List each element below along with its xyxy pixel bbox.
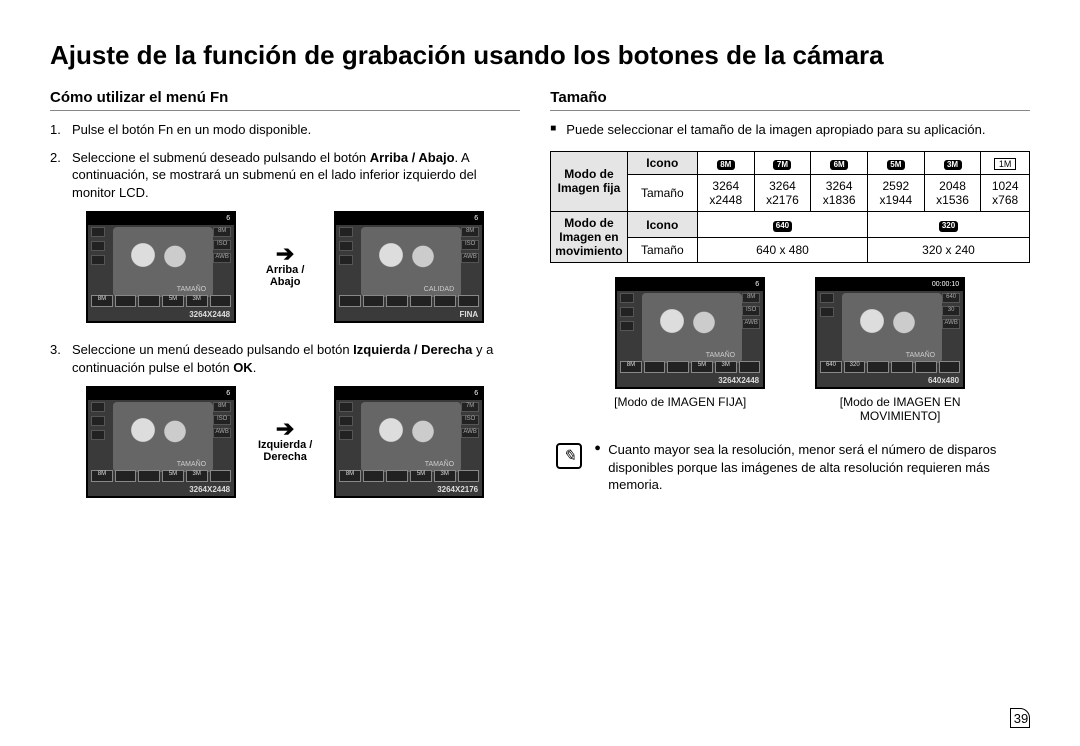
t1-icon-5: 1M [981,151,1030,175]
lcd-screen-c: 6 8MISOAWB TAMAÑO 8M5M3M 3264X2448 [86,386,236,498]
screens-row-1: 6 8MISOAWB TAMAÑO 8M5M3M 3264X2448 ➔ Arr… [50,211,520,323]
arrow2-l2: Derecha [263,451,306,463]
lcd-d-top: 6 [336,388,482,400]
page-number: 39 [1010,708,1030,728]
lcd-a-labeltop: TAMAÑO [177,286,206,293]
step-3-before: Seleccione un menú deseado pulsando el b… [72,342,353,357]
lcd-f-labeltop: TAMAÑO [906,352,935,359]
t1-size-label: Tamaño [627,175,697,212]
arrow1-l2: Abajo [270,276,301,288]
t2-icon-1: 320 [868,212,1030,238]
step-1: 1. Pulse el botón Fn en un modo disponib… [50,121,520,139]
step-3-bold2: OK [233,360,253,375]
t2-icon-label: Icono [627,212,697,238]
t1-s2: 3264x1836 [811,175,868,212]
t1-s5: 1024x768 [981,175,1030,212]
right-column: Tamaño Puede seleccionar el tamaño de la… [550,89,1030,516]
t1-icon-2: 6M [811,151,868,175]
step-2-bold: Arriba / Abajo [370,150,455,165]
step-1-text: Pulse el botón Fn en un modo disponible. [72,122,311,137]
caption-left: [Modo de IMAGEN FIJA] [595,395,765,423]
arrow-left-right: ➔ Izquierda / Derecha [250,421,320,463]
lcd-f-top: 00:00:10 [817,279,963,291]
arrow2-l1: Izquierda / [258,439,312,451]
arrow-up-down: ➔ Arriba / Abajo [250,246,320,288]
t1-s0: 3264x2448 [697,175,754,212]
step-2: 2. Seleccione el submenú deseado pulsand… [50,149,520,202]
note-block: ✎ ● Cuanto mayor sea la resolución, meno… [550,441,1030,494]
t2-size-label: Tamaño [627,238,697,263]
step-3-bold1: Izquierda / Derecha [353,342,472,357]
t1-s4: 2048x1536 [924,175,981,212]
arrow-right-icon: ➔ [250,246,320,261]
step-1-num: 1. [50,121,61,139]
lcd-e-top: 6 [617,279,763,291]
lcd-screen-b: 6 8MISOAWB CALIDAD FINA [334,211,484,323]
lcd-screen-d: 6 7MISOAWB TAMAÑO 8M5M3M 3264X2176 [334,386,484,498]
step-3-after: . [253,360,257,375]
page-title: Ajuste de la función de grabación usando… [50,40,1030,71]
lcd-e-labeltop: TAMAÑO [706,352,735,359]
size-table-still: Modo de Imagen fija Icono 8M 7M 6M 5M 3M… [550,151,1030,264]
step-3: 3. Seleccione un menú deseado pulsando e… [50,341,520,376]
lcd-c-top: 6 [88,388,234,400]
t2-s0: 640 x 480 [697,238,867,263]
t1-icon-3: 5M [868,151,925,175]
arrow-right-icon-2: ➔ [250,421,320,436]
lcd-d-labelbot: 3264X2176 [437,485,478,494]
lcd-a-labelbot: 3264X2448 [189,310,230,319]
t2-s1: 320 x 240 [868,238,1030,263]
caption-right: [Modo de IMAGEN EN MOVIMIENTO] [815,395,985,423]
lcd-e-labelbot: 3264X2448 [718,376,759,385]
t1-s1: 3264x2176 [754,175,811,212]
arrow1-l1: Arriba / [266,264,305,276]
lcd-screen-f: 00:00:10 64030AWB TAMAÑO 640320 640x480 [815,277,965,389]
lcd-a-top: 6 [88,213,234,225]
note-text: Cuanto mayor sea la resolución, menor se… [608,442,996,492]
lcd-d-labeltop: TAMAÑO [425,461,454,468]
screens-row-2: 6 8MISOAWB TAMAÑO 8M5M3M 3264X2448 ➔ Izq… [50,386,520,498]
mode-screens: 6 8MISOAWB TAMAÑO 8M5M3M 3264X2448 00:00… [550,277,1030,389]
section-fn-menu: Cómo utilizar el menú Fn [50,89,520,111]
t1-icon-0: 8M [697,151,754,175]
caption-row: [Modo de IMAGEN FIJA] [Modo de IMAGEN EN… [550,395,1030,423]
t1-icon-4: 3M [924,151,981,175]
lcd-c-labeltop: TAMAÑO [177,461,206,468]
t1-icon-label: Icono [627,151,697,175]
step-3-num: 3. [50,341,61,359]
t1-rowhdr: Modo de Imagen fija [551,151,627,212]
note-icon: ✎ [556,443,582,469]
lcd-b-labelbot: FINA [459,310,478,319]
lcd-screen-e: 6 8MISOAWB TAMAÑO 8M5M3M 3264X2448 [615,277,765,389]
lcd-screen-a: 6 8MISOAWB TAMAÑO 8M5M3M 3264X2448 [86,211,236,323]
step-2-num: 2. [50,149,61,167]
t2-rowhdr: Modo de Imagen en movimiento [551,212,627,263]
t1-icon-1: 7M [754,151,811,175]
section-tamano: Tamaño [550,89,1030,111]
lcd-f-labelbot: 640x480 [928,376,959,385]
step-2-before: Seleccione el submenú deseado pulsando e… [72,150,370,165]
t1-s3: 2592x1944 [868,175,925,212]
t2-icon-0: 640 [697,212,867,238]
intro-text: Puede seleccionar el tamaño de la imagen… [550,121,1030,139]
left-column: Cómo utilizar el menú Fn 1. Pulse el bot… [50,89,520,516]
bullet-icon: ● [594,441,601,456]
lcd-b-top: 6 [336,213,482,225]
lcd-b-labeltop: CALIDAD [424,286,454,293]
lcd-c-labelbot: 3264X2448 [189,485,230,494]
